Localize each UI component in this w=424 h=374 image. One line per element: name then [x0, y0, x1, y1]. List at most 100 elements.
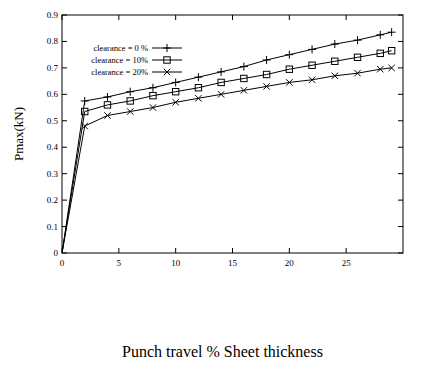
series-marker [172, 88, 178, 94]
y-tick-label: 0.6 [47, 89, 59, 99]
series-marker [263, 56, 271, 64]
series-marker [354, 54, 360, 60]
x-tick [118, 15, 119, 20]
x-tick [175, 248, 176, 253]
series-marker [127, 108, 133, 114]
y-tick [398, 226, 403, 227]
series-marker [308, 45, 316, 53]
x-tick [346, 15, 347, 20]
y-tick [398, 41, 403, 42]
series-line [62, 68, 392, 253]
x-axis-label: Punch travel % Sheet thickness [122, 343, 323, 360]
series-line [62, 51, 392, 253]
series-marker [217, 68, 225, 76]
series-marker [388, 48, 394, 54]
legend-label: clearance = 0 % [93, 43, 148, 53]
legend-marker [163, 44, 171, 52]
x-tick-label: 5 [117, 258, 122, 268]
y-tick [398, 173, 403, 174]
x-tick-label: 0 [60, 258, 65, 268]
legend: clearance = 0 % clearance = 10% clearance … [91, 43, 182, 77]
x-tick-label: 15 [228, 258, 238, 268]
series-marker [388, 28, 396, 36]
x-tick [175, 15, 176, 20]
x-tick [118, 248, 119, 253]
series-marker [263, 71, 269, 77]
series-marker [388, 65, 394, 71]
y-tick [62, 147, 67, 148]
series-marker [376, 31, 384, 39]
legend-marker [164, 69, 170, 75]
legend-marker [164, 57, 170, 63]
series-marker [354, 70, 360, 76]
y-tick-label: 0 [54, 248, 59, 258]
y-tick [62, 94, 67, 95]
y-tick [398, 200, 403, 201]
legend-label: clearance = 10% [91, 55, 148, 65]
series-marker [285, 51, 293, 59]
x-tick [289, 248, 290, 253]
y-tick [62, 120, 67, 121]
y-tick-label: 0.5 [47, 116, 59, 126]
series-marker [150, 104, 156, 110]
series-line [62, 32, 392, 253]
y-tick [62, 200, 67, 201]
series-marker [172, 99, 178, 105]
series-marker [127, 98, 133, 104]
series-marker [104, 112, 110, 118]
series-marker [377, 66, 383, 72]
x-tick [289, 15, 290, 20]
y-tick-label: 0.2 [47, 195, 58, 205]
series-marker [332, 73, 338, 79]
y-tick [62, 173, 67, 174]
y-tick-label: 0.3 [47, 169, 59, 179]
y-axis-label: Pmax(kN) [11, 107, 26, 161]
series-marker [195, 95, 201, 101]
series-marker [172, 78, 180, 86]
legend-line [152, 60, 182, 61]
series-marker [241, 87, 247, 93]
y-tick-label: 0.8 [47, 36, 59, 46]
series-marker [241, 75, 247, 81]
y-tick [398, 120, 403, 121]
y-tick-label: 0.1 [47, 222, 58, 232]
x-tick [232, 248, 233, 253]
series-marker [240, 63, 248, 71]
y-tick [398, 147, 403, 148]
x-tick-label: 20 [285, 258, 295, 268]
y-tick [62, 15, 67, 16]
y-tick [398, 67, 403, 68]
chart: 0 0.1 0.2 0.3 0.4 0.5 0.6 0.7 0.8 0.9 0 5 10 15 20 25 Pu… [0, 0, 424, 374]
series-marker [81, 97, 89, 105]
y-tick-label: 0.9 [47, 10, 59, 20]
x-tick-label: 10 [171, 258, 181, 268]
series-marker [218, 79, 224, 85]
series-marker [309, 62, 315, 68]
series-marker [195, 85, 201, 91]
y-tick [398, 253, 403, 254]
series-marker [332, 58, 338, 64]
x-tick [232, 15, 233, 20]
series-marker [194, 73, 202, 81]
y-tick-label: 0.7 [47, 63, 59, 73]
x-tick [62, 15, 63, 20]
y-tick [398, 94, 403, 95]
y-tick-label: 0.4 [47, 142, 59, 152]
series-marker [82, 108, 88, 114]
y-tick [398, 15, 403, 16]
y-tick [62, 253, 67, 254]
x-tick [346, 248, 347, 253]
series-marker [104, 102, 110, 108]
legend-label: clearance = 20% [91, 67, 148, 77]
series-marker [286, 66, 292, 72]
x-tick-label: 25 [342, 258, 352, 268]
series-marker [103, 93, 111, 101]
series-marker [126, 88, 134, 96]
series-marker [286, 79, 292, 85]
series-marker [149, 84, 157, 92]
plot-area [62, 28, 396, 253]
y-tick [62, 41, 67, 42]
series-marker [377, 50, 383, 56]
series-marker [309, 77, 315, 83]
series-marker [263, 83, 269, 89]
